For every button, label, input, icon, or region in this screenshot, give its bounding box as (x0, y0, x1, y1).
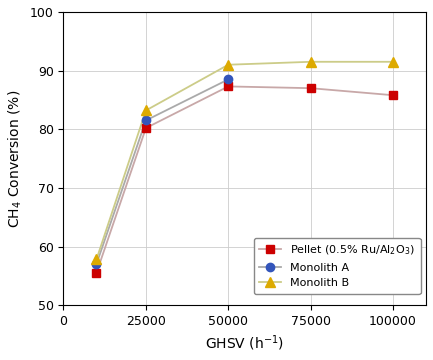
X-axis label: GHSV (h$^{-1}$): GHSV (h$^{-1}$) (205, 333, 284, 353)
Y-axis label: CH$_4$ Conversion (%): CH$_4$ Conversion (%) (7, 89, 24, 228)
Legend: Pellet (0.5% Ru/Al$_2$O$_3$), Monolith A, Monolith B: Pellet (0.5% Ru/Al$_2$O$_3$), Monolith A… (253, 238, 420, 294)
